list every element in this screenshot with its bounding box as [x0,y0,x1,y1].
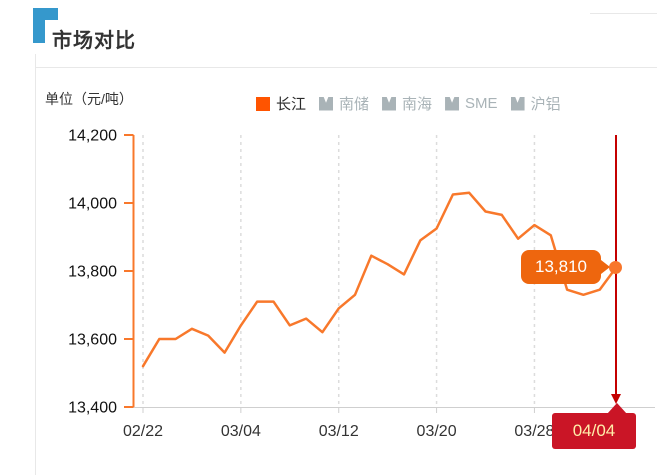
legend-inactive-notch-icon [319,96,334,111]
legend-item-label: SME [465,95,498,112]
x-axis-label: 03/12 [319,423,359,440]
y-axis-label: 13,800 [68,264,117,281]
axis-pointer-date-box: 04/04 [552,413,636,449]
top-right-divider [590,13,657,14]
price-line [141,191,618,368]
date-box-caret-icon [607,403,627,414]
legend-inactive-notch-icon [510,96,525,111]
y-axis-label: 14,000 [68,196,117,213]
page-title: 市场对比 [52,30,136,52]
price-line-series [141,191,618,368]
legend-item-label: 沪铝 [530,96,561,113]
legend-item-label: 长江 [276,96,307,113]
legend-item-label: 南海 [402,96,433,113]
y-axis-label: 13,600 [68,332,117,349]
legend-inactive-notch-icon [382,96,397,111]
value-callout-pointer-icon [601,260,610,274]
x-axis: 02/22 03/04 03/12 03/20 03/28 [123,407,655,440]
legend-item-2[interactable]: 南海 [382,93,432,114]
chart-legend: 长江 南储 南海 SME 沪铝 [256,93,561,114]
unit-label: 单位（元/吨） [45,91,133,107]
legend-active-square-icon [256,96,270,111]
y-axis-label: 13,400 [68,400,117,417]
y-axis: 13,400 13,600 13,800 14,000 14,200 [68,128,135,417]
legend-item-label: 南储 [339,96,370,113]
y-axis-label: 14,200 [68,128,117,145]
legend-item-3[interactable]: SME [445,95,498,112]
value-callout: 13,810 [521,250,601,284]
legend-item-4[interactable]: 沪铝 [510,93,561,114]
axis-pointer-arrow-icon [611,394,621,404]
legend-inactive-notch-icon [445,96,460,111]
legend-item-0[interactable]: 长江 [256,93,306,114]
highlight-dot[interactable] [609,261,622,274]
panel-left-border [35,54,36,475]
legend-item-1[interactable]: 南储 [319,93,369,114]
x-axis-label: 03/04 [221,423,261,440]
corner-bracket-icon [33,8,58,43]
x-axis-label: 03/20 [417,423,457,440]
header-divider [35,67,657,68]
gridlines [142,135,536,405]
x-axis-label: 03/28 [514,423,554,440]
x-axis-label: 02/22 [123,423,163,440]
